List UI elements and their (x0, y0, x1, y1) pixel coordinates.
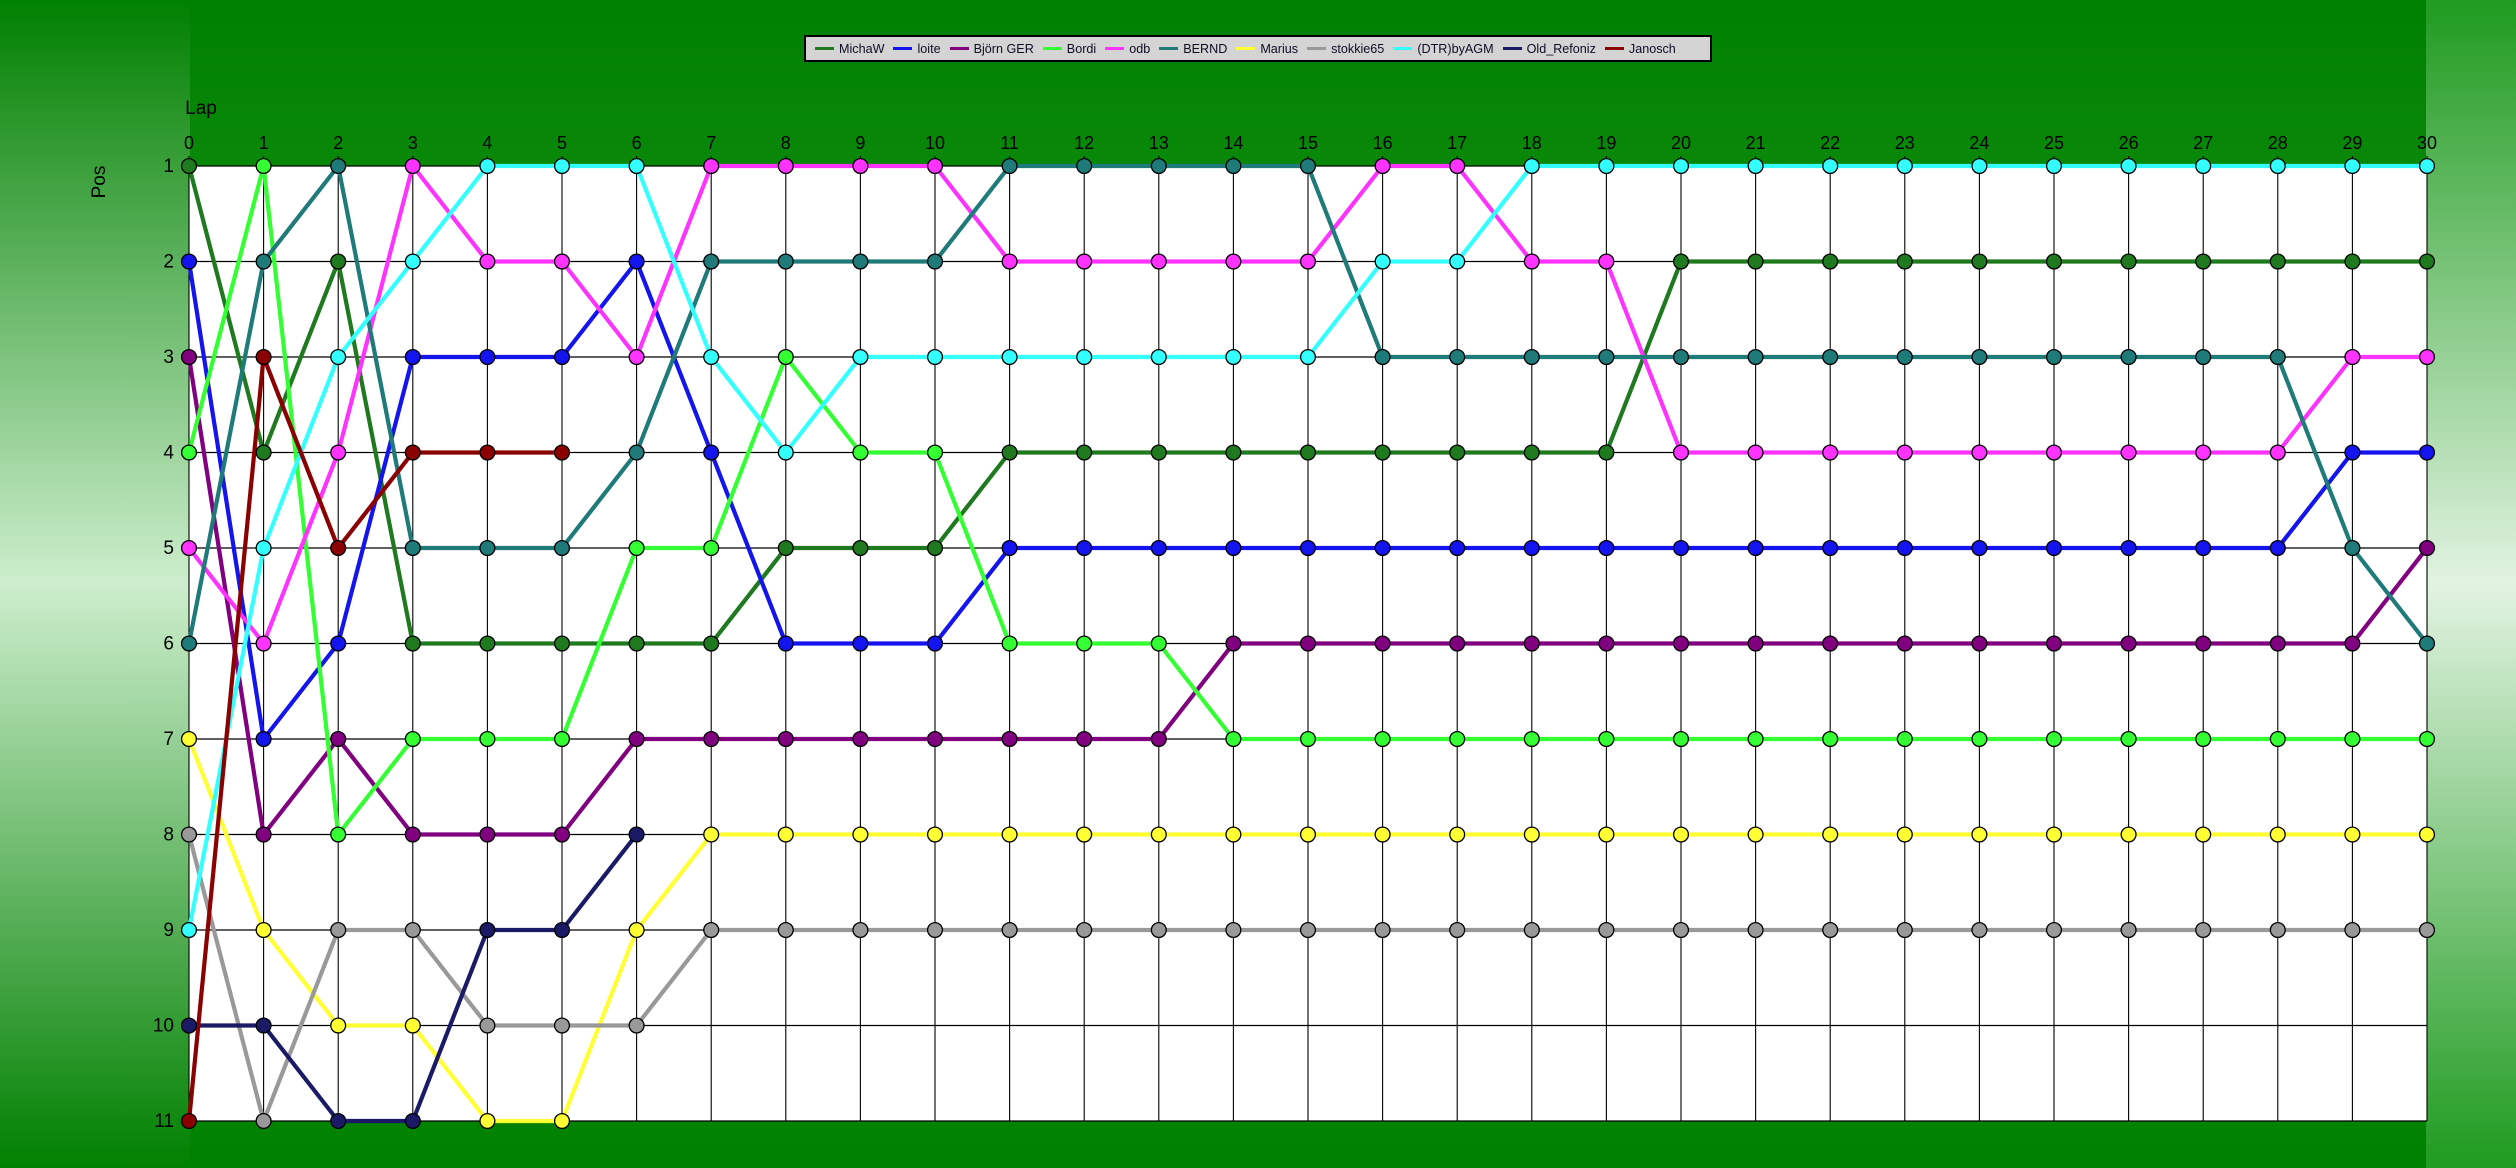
svg-text:6: 6 (163, 634, 174, 655)
svg-text:11: 11 (1000, 133, 1019, 153)
svg-text:21: 21 (1746, 133, 1766, 153)
svg-text:3: 3 (163, 347, 174, 368)
svg-text:17: 17 (1447, 133, 1467, 153)
svg-text:5: 5 (557, 133, 567, 153)
svg-text:20: 20 (1671, 133, 1691, 153)
svg-text:30: 30 (2417, 133, 2437, 153)
svg-text:1: 1 (163, 156, 174, 177)
svg-text:16: 16 (1373, 133, 1393, 153)
svg-text:0: 0 (184, 133, 194, 153)
svg-text:13: 13 (1149, 133, 1169, 153)
svg-text:2: 2 (163, 252, 174, 273)
svg-text:10: 10 (925, 133, 945, 153)
svg-text:8: 8 (781, 133, 791, 153)
svg-text:28: 28 (2268, 133, 2288, 153)
svg-text:6: 6 (632, 133, 642, 153)
svg-text:18: 18 (1522, 133, 1542, 153)
svg-text:4: 4 (163, 443, 174, 464)
svg-text:14: 14 (1223, 133, 1243, 153)
svg-text:23: 23 (1895, 133, 1915, 153)
svg-text:24: 24 (1969, 133, 1989, 153)
svg-text:4: 4 (482, 133, 492, 153)
svg-text:15: 15 (1298, 133, 1318, 153)
svg-text:8: 8 (163, 825, 174, 846)
svg-text:12: 12 (1074, 133, 1094, 153)
svg-text:25: 25 (2044, 133, 2064, 153)
svg-text:Lap: Lap (185, 98, 217, 119)
svg-text:7: 7 (163, 729, 174, 750)
svg-text:27: 27 (2193, 133, 2213, 153)
svg-text:26: 26 (2119, 133, 2139, 153)
svg-text:9: 9 (855, 133, 865, 153)
svg-text:Pos: Pos (89, 166, 110, 199)
svg-text:7: 7 (706, 133, 716, 153)
svg-text:3: 3 (408, 133, 418, 153)
svg-text:19: 19 (1596, 133, 1616, 153)
svg-text:2: 2 (333, 133, 343, 153)
svg-text:5: 5 (163, 538, 174, 559)
svg-text:1: 1 (259, 133, 269, 153)
svg-text:10: 10 (153, 1016, 174, 1037)
svg-text:11: 11 (154, 1111, 174, 1132)
svg-text:22: 22 (1820, 133, 1840, 153)
svg-text:29: 29 (2342, 133, 2362, 153)
svg-text:9: 9 (163, 920, 174, 941)
